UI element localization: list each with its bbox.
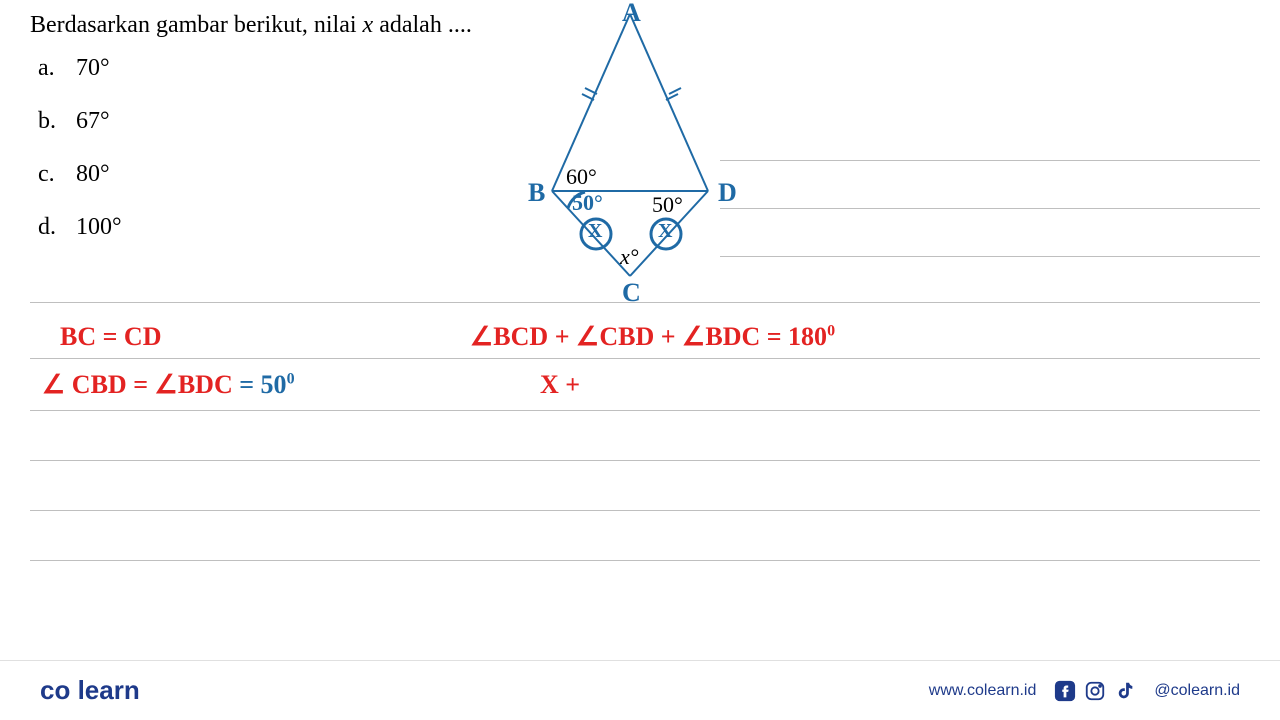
logo-learn: learn bbox=[78, 675, 140, 705]
footer-url: www.colearn.id bbox=[929, 682, 1037, 700]
question-variable: x bbox=[363, 12, 374, 38]
option-c-label: c. bbox=[38, 161, 70, 188]
geometry-diagram: A B D C 60° 50° x° 50° X X bbox=[510, 6, 770, 306]
social-icons bbox=[1054, 680, 1136, 702]
option-c-value: 80° bbox=[76, 161, 110, 187]
hand-angle-50: 50° bbox=[572, 190, 603, 216]
option-d-value: 100° bbox=[76, 214, 122, 240]
angle-x: x° bbox=[620, 244, 639, 270]
question-suffix: adalah .... bbox=[373, 12, 472, 38]
circled-x-right: X bbox=[658, 220, 672, 243]
diagram-svg bbox=[510, 6, 770, 306]
work-line2-left: ∠ CBD = ∠BDC = 500 bbox=[42, 370, 295, 400]
question-prefix: Berdasarkan gambar berikut, nilai bbox=[30, 12, 363, 38]
work-line2-right: X + bbox=[540, 370, 580, 400]
footer-right: www.colearn.id @colearn.id bbox=[929, 680, 1240, 702]
vertex-c-label: C bbox=[622, 278, 641, 308]
angle-60: 60° bbox=[566, 164, 597, 190]
vertex-b-label: B bbox=[528, 178, 545, 208]
work-line1-right: ∠BCD + ∠CBD + ∠BDC = 1800 bbox=[470, 322, 835, 352]
footer-handle: @colearn.id bbox=[1154, 682, 1240, 700]
work-line1-left: BC = CD bbox=[60, 322, 162, 352]
option-a-label: a. bbox=[38, 55, 70, 82]
vertex-d-label: D bbox=[718, 178, 737, 208]
vertex-a-label: A bbox=[622, 0, 641, 28]
angle-50: 50° bbox=[652, 192, 683, 218]
logo-co: co bbox=[40, 675, 70, 705]
instagram-icon bbox=[1084, 680, 1106, 702]
facebook-icon bbox=[1054, 680, 1076, 702]
option-b-value: 67° bbox=[76, 108, 110, 134]
logo-dot bbox=[70, 675, 77, 705]
circled-x-left: X bbox=[588, 220, 602, 243]
option-d-label: d. bbox=[38, 214, 70, 241]
option-a-value: 70° bbox=[76, 55, 110, 81]
footer: co learn www.colearn.id @colearn.id bbox=[0, 660, 1280, 720]
option-b-label: b. bbox=[38, 108, 70, 135]
tiktok-icon bbox=[1114, 680, 1136, 702]
logo: co learn bbox=[40, 675, 140, 706]
